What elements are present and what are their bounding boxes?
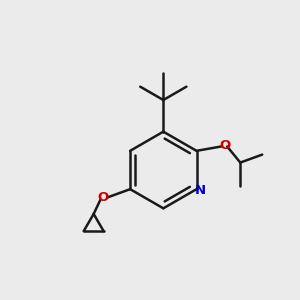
Text: N: N [195, 184, 206, 197]
Text: O: O [220, 139, 231, 152]
Text: O: O [97, 191, 108, 204]
